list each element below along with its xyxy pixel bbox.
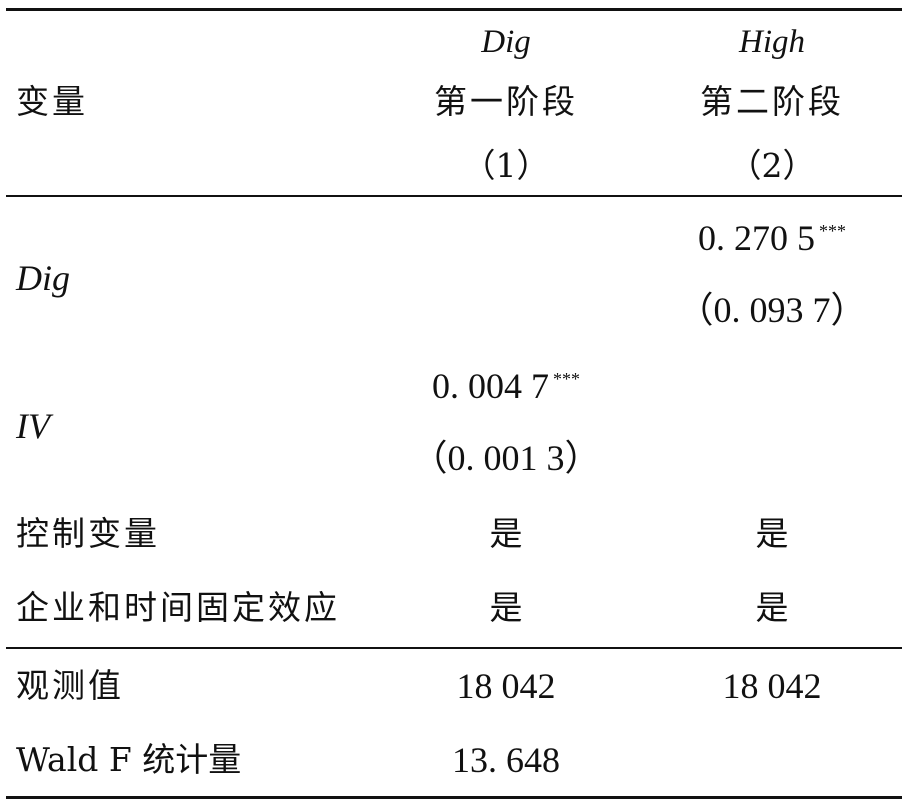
row-label-dig: Dig xyxy=(16,258,70,298)
header-col2-number: （2） xyxy=(728,146,816,185)
fixed-effects-col2: 是 xyxy=(755,588,789,627)
header-col2-stage: 第二阶段 xyxy=(700,82,844,121)
top-rule xyxy=(6,8,902,11)
controls-col1: 是 xyxy=(489,514,523,553)
header-rule xyxy=(6,195,902,197)
iv-coefficient-value: 0. 004 7 xyxy=(432,366,549,406)
fixed-effects-col1: 是 xyxy=(489,588,523,627)
wald-f-col1: 13. 648 xyxy=(452,740,560,780)
iv-coefficient: 0. 004 7 *** xyxy=(400,366,612,406)
row-label-observations: 观测值 xyxy=(16,666,124,705)
dig-standard-error: （0. 093 7） xyxy=(677,290,867,330)
row-label-wald-f: Wald F 统计量 xyxy=(16,740,242,779)
header-col1-stage: 第一阶段 xyxy=(434,82,578,121)
observations-col1: 18 042 xyxy=(456,666,556,706)
row-label-iv: IV xyxy=(16,406,50,446)
header-col1-variable: Dig xyxy=(481,24,531,60)
row-label-fixed-effects: 企业和时间固定效应 xyxy=(16,588,340,627)
header-col1-number: （1） xyxy=(462,146,550,185)
row-label-controls: 控制变量 xyxy=(16,514,160,553)
header-col2-variable: High xyxy=(739,24,805,60)
dig-coefficient: 0. 270 5 *** xyxy=(662,218,882,258)
dig-coefficient-value: 0. 270 5 xyxy=(698,218,815,258)
dig-significance-stars: *** xyxy=(819,221,846,241)
controls-col2: 是 xyxy=(755,514,789,553)
body-rule xyxy=(6,647,902,649)
iv-significance-stars: *** xyxy=(553,369,580,389)
observations-col2: 18 042 xyxy=(722,666,822,706)
iv-standard-error: （0. 001 3） xyxy=(411,438,601,478)
bottom-rule xyxy=(6,796,902,799)
header-variable: 变量 xyxy=(16,82,88,121)
